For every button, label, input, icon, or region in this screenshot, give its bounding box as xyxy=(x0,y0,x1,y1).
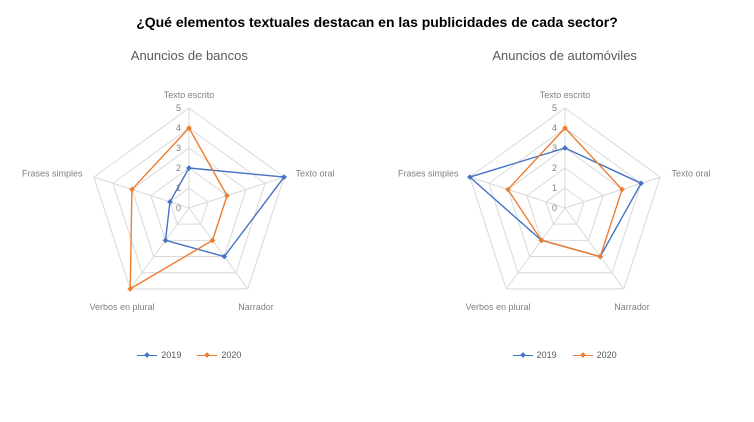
radar-chart-automoviles: Anuncios de automóviles 0 1 2 3 4 5 Texto escr… xyxy=(379,34,751,360)
legend-marker-2020 xyxy=(197,351,218,359)
page-title: ¿Qué elementos textuales destacan en las… xyxy=(136,14,618,30)
svg-text:3: 3 xyxy=(552,143,557,153)
svg-text:Texto escrito: Texto escrito xyxy=(539,90,590,100)
svg-text:2: 2 xyxy=(552,163,557,173)
svg-text:Verbos en plural: Verbos en plural xyxy=(465,302,530,312)
svg-text:Frases simples: Frases simples xyxy=(398,168,459,178)
svg-text:5: 5 xyxy=(552,103,557,113)
svg-text:0: 0 xyxy=(176,203,181,213)
chart-title-bancos: Anuncios de bancos xyxy=(130,48,248,63)
svg-text:3: 3 xyxy=(176,143,181,153)
legend-label-2020: 2020 xyxy=(221,350,242,360)
svg-text:5: 5 xyxy=(176,103,181,113)
svg-text:1: 1 xyxy=(552,183,557,193)
legend-label-2019: 2019 xyxy=(536,350,557,360)
svg-text:Texto oral: Texto oral xyxy=(671,168,710,178)
legend-item-2019: 2019 xyxy=(137,350,181,360)
radar-plot-automoviles: 0 1 2 3 4 5 Texto escrito Texto oral Narrador Ver… xyxy=(398,90,711,312)
svg-text:4: 4 xyxy=(552,123,557,133)
legend-marker-2019 xyxy=(512,351,533,359)
legend-label-2020: 2020 xyxy=(596,350,617,360)
legend-marker-2020 xyxy=(572,351,593,359)
radar-chart-bancos: Anuncios de bancos 0 1 2 3 4 5 Texto escrito Te… xyxy=(3,34,375,360)
svg-text:Narrador: Narrador xyxy=(239,302,275,312)
legend-label-2019: 2019 xyxy=(161,350,182,360)
svg-text:4: 4 xyxy=(176,123,181,133)
svg-text:Verbos en plural: Verbos en plural xyxy=(90,302,155,312)
svg-text:Narrador: Narrador xyxy=(614,302,650,312)
charts-row: Anuncios de bancos 0 1 2 3 4 5 Texto escrito Te… xyxy=(0,34,754,360)
svg-text:Texto oral: Texto oral xyxy=(296,168,335,178)
legend-item-2020: 2020 xyxy=(197,350,241,360)
legend-automoviles: 2019 2020 xyxy=(512,350,617,360)
svg-text:0: 0 xyxy=(552,203,557,213)
legend-bancos: 2019 2020 xyxy=(137,350,241,360)
legend-marker-2019 xyxy=(137,351,158,359)
chart-title-automoviles: Anuncios de automóviles xyxy=(492,48,637,63)
svg-text:Texto escrito: Texto escrito xyxy=(164,90,215,100)
legend-item-2019: 2019 xyxy=(512,350,557,360)
legend-item-2020: 2020 xyxy=(572,350,617,360)
svg-text:2: 2 xyxy=(176,163,181,173)
svg-text:Frases simples: Frases simples xyxy=(22,168,83,178)
